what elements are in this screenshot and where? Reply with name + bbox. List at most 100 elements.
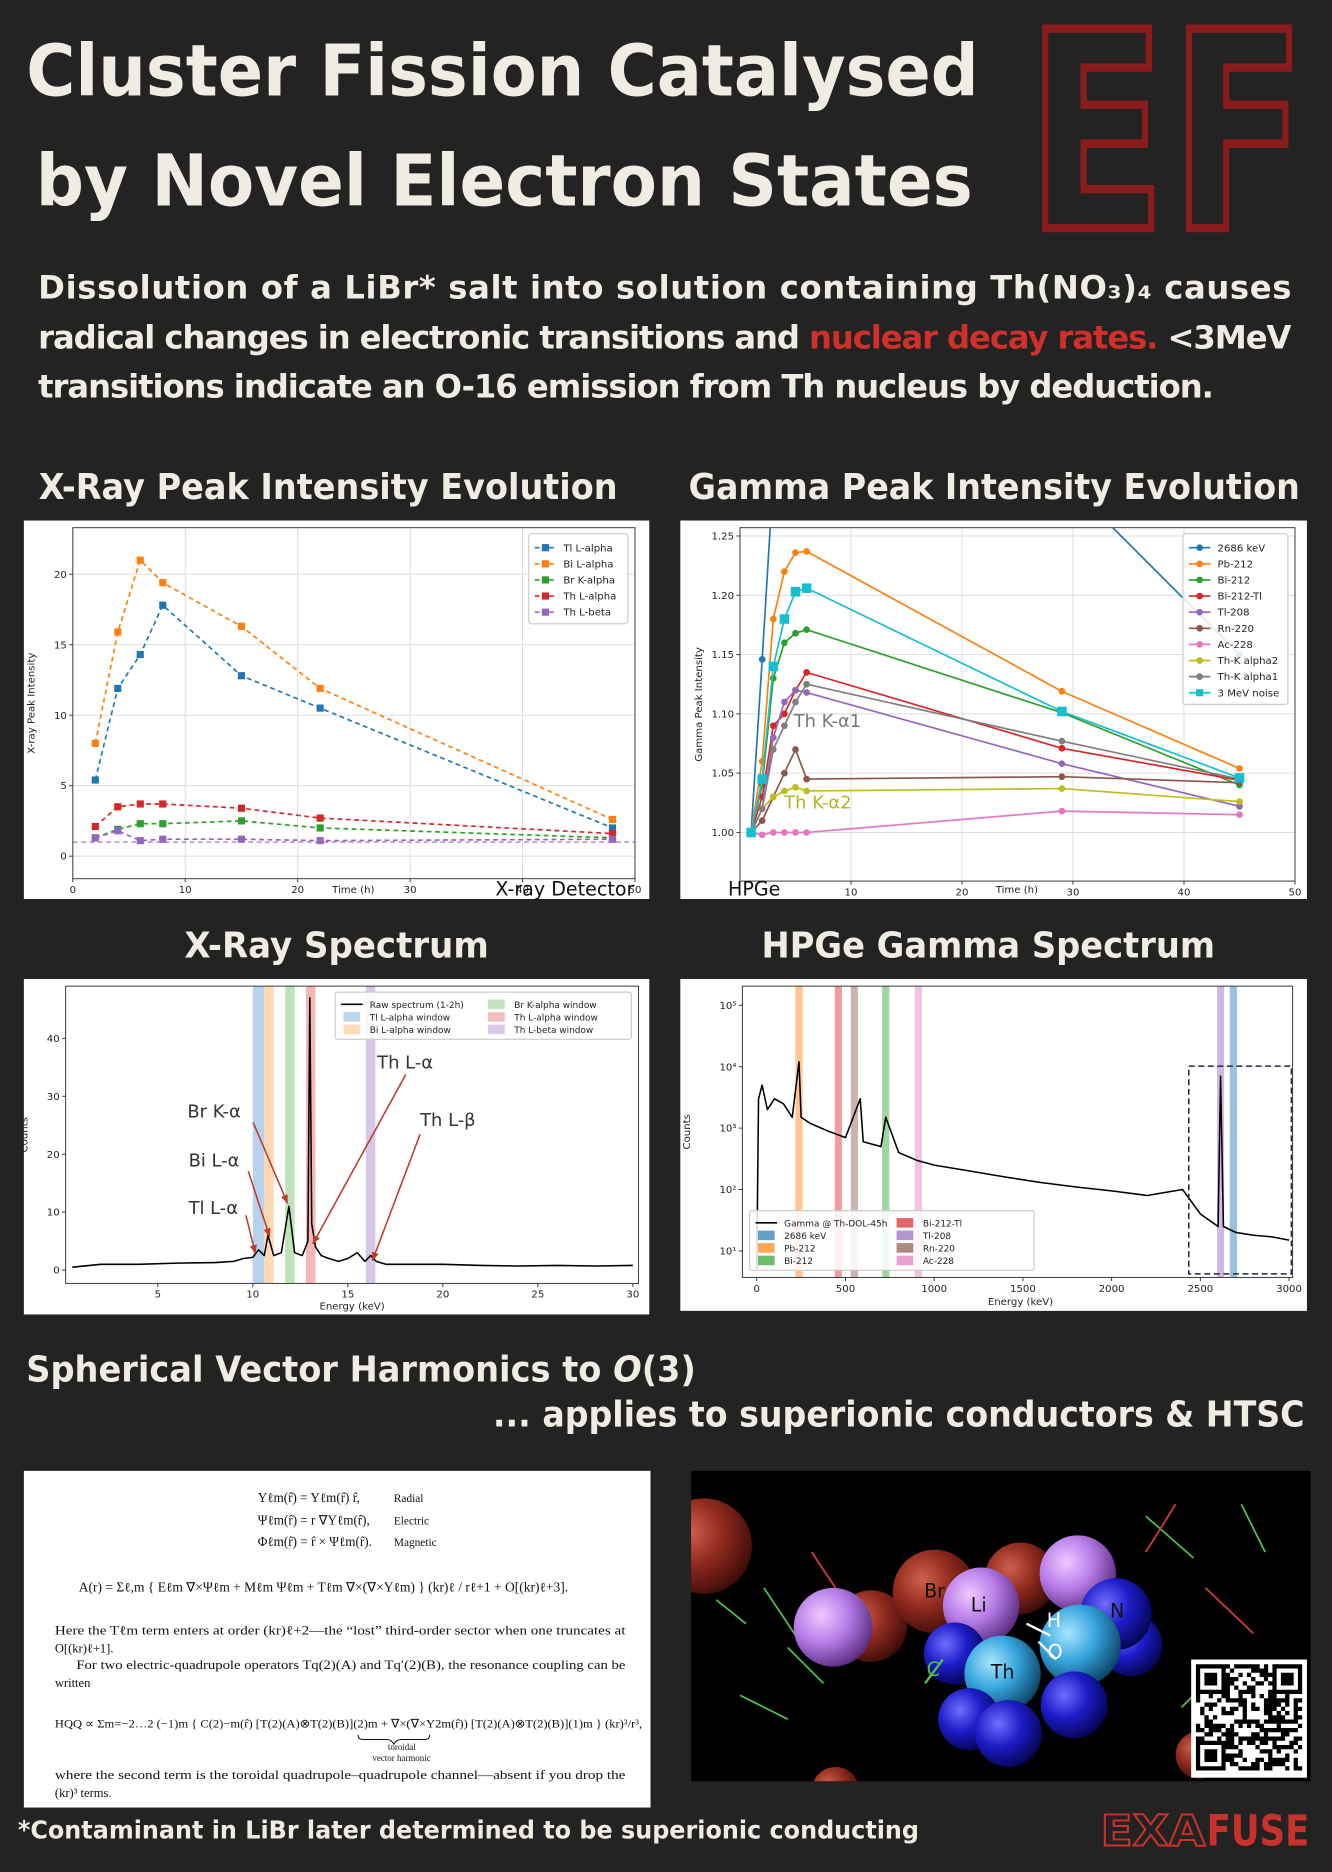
point-marker bbox=[792, 784, 799, 791]
legend-symbol bbox=[757, 1243, 775, 1253]
legend-label: Th L-beta bbox=[562, 608, 611, 619]
legend-marker bbox=[541, 544, 550, 552]
atom-label: Th bbox=[990, 1661, 1015, 1684]
annotation: Th L-α bbox=[376, 1053, 433, 1074]
x-tick-label: 3000 bbox=[1276, 1284, 1302, 1295]
series-line bbox=[750, 550, 1240, 833]
y-axis-label: X-ray Peak Intensity bbox=[27, 653, 38, 754]
legend-label: 2686 keV bbox=[1218, 543, 1266, 554]
point-marker bbox=[792, 549, 799, 556]
legend-marker bbox=[541, 592, 550, 600]
legend-label: Ac-228 bbox=[923, 1257, 954, 1267]
footer-note: *Contaminant in LiBr later determined to… bbox=[18, 1816, 919, 1845]
point-marker bbox=[159, 601, 167, 609]
legend-symbol bbox=[343, 1012, 361, 1022]
point-marker bbox=[1058, 785, 1066, 792]
annotation: HPGe bbox=[728, 877, 780, 900]
arrow-head bbox=[371, 1251, 379, 1261]
x-tick-label: 20 bbox=[291, 885, 304, 896]
chart: 10 20 30 40 50 1.00 1.05 1.10 1.15 1.20 1.25 Time (… bbox=[694, 527, 1302, 900]
series-line bbox=[750, 587, 1240, 833]
point-marker bbox=[781, 829, 788, 836]
legend-symbol bbox=[488, 1024, 505, 1035]
legend-symbol bbox=[896, 1243, 914, 1253]
atom bbox=[1039, 1604, 1121, 1686]
x-tick-label: 2500 bbox=[1187, 1284, 1213, 1295]
line-band bbox=[795, 986, 803, 1278]
point-marker bbox=[316, 684, 324, 692]
equation: Ψℓm(r̂) = r ∇Yℓm(r̂), bbox=[258, 1513, 370, 1528]
point-marker bbox=[781, 568, 788, 575]
y-tick-label: 10 bbox=[54, 711, 67, 722]
window-band bbox=[264, 986, 274, 1284]
subtitle-line: Dissolution of a LiBr* salt into solutio… bbox=[38, 268, 1291, 306]
point-marker bbox=[159, 800, 167, 808]
point-marker bbox=[91, 834, 99, 842]
point-marker bbox=[792, 829, 799, 836]
subtitle-line: radical changes in electronic transition… bbox=[38, 319, 1291, 357]
point-marker bbox=[1058, 744, 1066, 752]
point-marker bbox=[1058, 688, 1066, 695]
point-marker bbox=[758, 817, 766, 824]
legend-marker bbox=[1196, 657, 1203, 664]
x-tick-label: 10 bbox=[179, 885, 192, 896]
legend-marker bbox=[1196, 560, 1203, 568]
line-band bbox=[1216, 986, 1225, 1278]
x-tick-label: 20 bbox=[436, 1290, 449, 1301]
bond-stick bbox=[1145, 1515, 1195, 1559]
x-tick-label: 2000 bbox=[1099, 1284, 1125, 1295]
point-marker bbox=[781, 698, 788, 706]
legend-label: Th L-alpha bbox=[562, 592, 616, 603]
legend-symbol bbox=[343, 1024, 361, 1035]
point-marker bbox=[237, 622, 246, 630]
point-marker bbox=[803, 548, 810, 555]
point-marker bbox=[803, 829, 810, 836]
point-marker bbox=[769, 674, 777, 682]
point-marker bbox=[316, 837, 324, 845]
x-tick-label: 50 bbox=[1289, 887, 1302, 898]
legend-symbol bbox=[896, 1255, 914, 1266]
annotation-arrow bbox=[247, 1170, 271, 1238]
point-marker bbox=[792, 746, 799, 753]
arrow-head bbox=[263, 1227, 271, 1237]
point-marker bbox=[608, 835, 617, 843]
legend: Tl L-alpha Bi L-alpha Br K-alpha Th L-alpha… bbox=[528, 533, 629, 625]
point-marker bbox=[316, 704, 324, 712]
atom bbox=[975, 1700, 1042, 1767]
point-marker bbox=[159, 579, 167, 587]
legend-label: 2686 keV bbox=[784, 1232, 827, 1242]
bond-stick bbox=[924, 1658, 944, 1685]
equation-line: toroidal bbox=[388, 1742, 416, 1752]
x-tick-label: 30 bbox=[626, 1290, 639, 1301]
point-marker bbox=[237, 835, 246, 843]
equation-panel bbox=[23, 1470, 651, 1808]
x-tick-label: 10 bbox=[246, 1290, 259, 1301]
bond-stick bbox=[787, 1646, 825, 1685]
atom-label: Br bbox=[924, 1579, 945, 1602]
y-axis-label: Counts bbox=[682, 1114, 693, 1149]
equation-line: For two electric-quadrupole operators Tq… bbox=[76, 1658, 626, 1672]
point-marker bbox=[758, 655, 766, 663]
legend-label: Ac-228 bbox=[1218, 640, 1253, 651]
point-marker bbox=[803, 669, 810, 676]
point-marker bbox=[803, 787, 810, 795]
x-tick-label: 40 bbox=[1178, 887, 1191, 898]
legend-symbol bbox=[488, 999, 505, 1010]
brand-solid: FUSE bbox=[1207, 1807, 1310, 1857]
point-marker bbox=[237, 804, 246, 812]
equation-line: vector harmonic bbox=[372, 1753, 430, 1763]
highlight-box bbox=[1187, 1065, 1293, 1275]
legend-marker bbox=[1196, 673, 1203, 680]
legend: Raw spectrum (1-2h) Tl L-alpha window Bi L… bbox=[334, 991, 632, 1040]
bond-stick bbox=[1145, 1503, 1177, 1553]
atom-label: N bbox=[1110, 1600, 1124, 1623]
point-marker bbox=[114, 827, 122, 835]
y-tick-label: 1.00 bbox=[711, 828, 734, 839]
bond-stick bbox=[1025, 1622, 1051, 1637]
legend-label: Rn-220 bbox=[1218, 624, 1254, 635]
plot-area bbox=[740, 527, 1295, 882]
point-marker bbox=[91, 776, 99, 784]
point-marker bbox=[1234, 773, 1245, 783]
legend-symbol bbox=[757, 1255, 775, 1266]
